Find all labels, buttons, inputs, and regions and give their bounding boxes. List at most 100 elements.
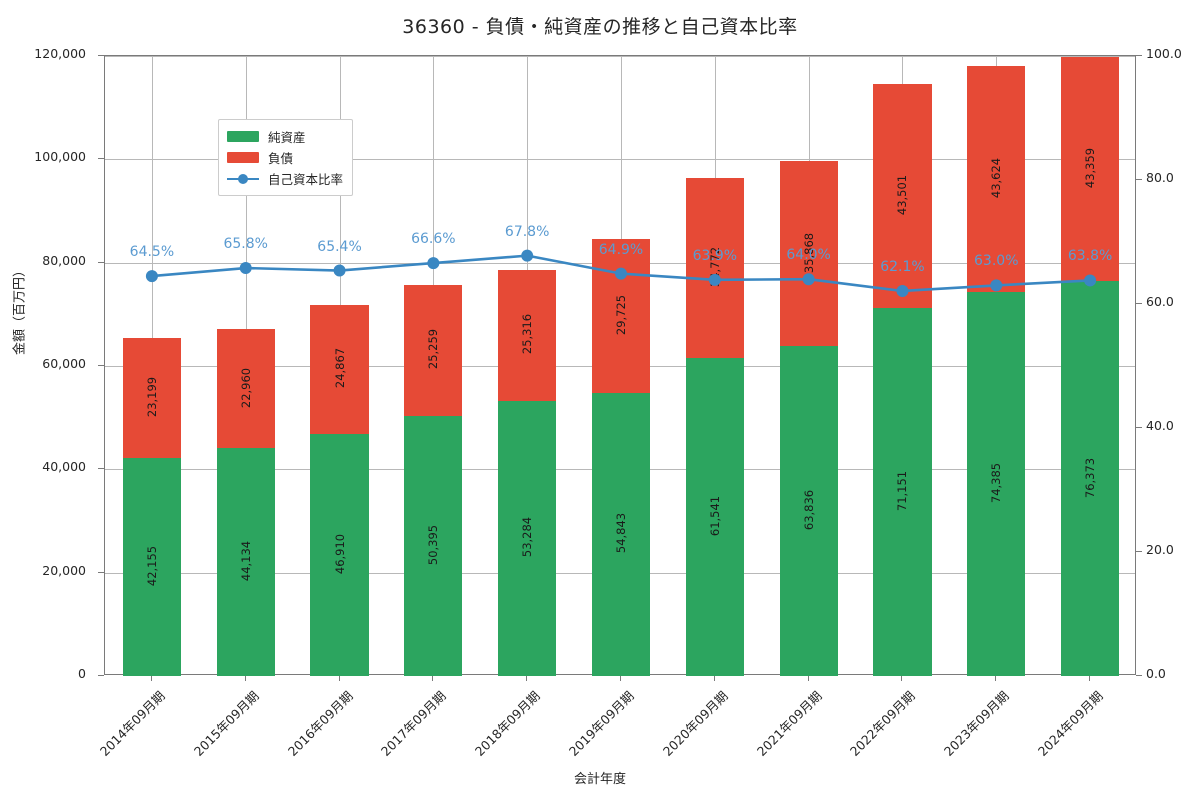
legend-item-label: 純資産	[268, 130, 306, 145]
ratio-data-point[interactable]	[1084, 274, 1097, 287]
ratio-value-label: 63.0%	[974, 253, 1019, 270]
y-axis-tickmark-left	[98, 158, 104, 160]
ratio-value-label: 62.1%	[880, 258, 925, 275]
bar-segment-equity[interactable]	[122, 458, 181, 676]
y-axis-tick-left: 60,000	[42, 356, 86, 371]
y-axis-tickmark-right	[1136, 55, 1142, 56]
ratio-value-label: 64.0%	[786, 247, 831, 264]
ratio-data-point[interactable]	[708, 273, 721, 286]
y-axis-tick-left: 0	[78, 666, 86, 681]
ratio-value-label: 65.4%	[317, 238, 362, 255]
bar-segment-liabilities[interactable]	[967, 66, 1026, 292]
x-axis-tickmark	[244, 675, 246, 681]
ratio-data-point[interactable]	[239, 262, 252, 275]
x-axis-tickmark	[432, 675, 434, 681]
bar-segment-equity[interactable]	[685, 358, 744, 676]
x-axis-tickmark	[807, 675, 809, 681]
legend-item[interactable]: 自己資本比率	[227, 168, 343, 189]
bar-segment-liabilities[interactable]	[498, 269, 557, 401]
bar-segment-equity[interactable]	[404, 415, 463, 676]
ratio-data-point[interactable]	[521, 249, 534, 262]
bar-segment-liabilities[interactable]	[685, 178, 744, 359]
y-axis-tick-right: 60.0	[1146, 294, 1174, 309]
x-axis-tickmark	[526, 675, 528, 681]
bar-segment-equity[interactable]	[591, 392, 651, 676]
bar-segment-liabilities[interactable]	[1061, 57, 1120, 282]
bar-segment-liabilities[interactable]	[591, 239, 651, 393]
bar-segment-liabilities[interactable]	[404, 285, 463, 416]
ratio-data-point[interactable]	[990, 279, 1003, 292]
x-axis-tick-label: 2024年09月期	[1034, 688, 1106, 759]
y-axis-tick-left: 40,000	[42, 459, 86, 475]
y-axis-tickmark-left	[98, 365, 104, 366]
bar-segment-equity[interactable]	[873, 308, 932, 676]
x-axis-tickmark	[713, 675, 715, 681]
legend-item-label: 自己資本比率	[268, 172, 344, 187]
x-axis-tick-label: 2014年09月期	[96, 688, 168, 759]
x-axis-tick-label: 2023年09月期	[941, 688, 1012, 759]
ratio-line-series	[145, 249, 1097, 297]
plot-area: 42,155 23,199 44,134 22,960 46,910 24,867 50,3…	[104, 55, 1136, 676]
bar-segment-equity[interactable]	[779, 346, 838, 676]
ratio-value-label: 67.8%	[504, 223, 550, 240]
legend-line-marker-icon	[227, 173, 259, 184]
x-axis-tick-label: 2020年09月期	[659, 688, 731, 759]
ratio-value-label: 64.9%	[598, 241, 644, 258]
x-axis-tick-label: 2019年09月期	[565, 688, 637, 759]
legend-item[interactable]: 純資産	[227, 126, 343, 147]
x-axis-tickmark	[150, 675, 152, 681]
legend-swatch-icon	[227, 131, 259, 142]
y-axis-tickmark-left	[98, 55, 104, 56]
legend-item[interactable]: 負債	[227, 147, 343, 168]
x-axis-tick-label: 2018年09月期	[472, 688, 543, 759]
ratio-data-point[interactable]	[145, 270, 158, 283]
x-axis-tickmark	[901, 675, 903, 681]
y-axis-tickmark-right	[1136, 427, 1142, 428]
y-axis-tickmark-left	[98, 675, 104, 676]
legend-item-label: 負債	[268, 151, 294, 166]
x-axis-tickmark	[1089, 675, 1091, 681]
y-axis-tickmark-left	[98, 261, 104, 263]
legend-swatch-icon	[227, 152, 259, 163]
gridline-horizontal	[105, 159, 1135, 161]
x-axis-tick-label: 2015年09月期	[190, 688, 262, 759]
y-axis-tickmark-right	[1136, 675, 1142, 676]
x-axis-tick-label: 2021年09月期	[753, 688, 825, 759]
ratio-data-point[interactable]	[333, 264, 346, 277]
x-axis-tick-label: 2022年09月期	[847, 688, 919, 759]
ratio-value-label: 63.9%	[692, 247, 738, 264]
x-axis-tick-label: 2017年09月期	[378, 688, 450, 759]
y-axis-tick-right: 0.0	[1146, 666, 1166, 681]
y-axis-tickmark-right	[1136, 303, 1142, 304]
ratio-data-point[interactable]	[615, 267, 627, 280]
bar-segment-liabilities[interactable]	[873, 83, 932, 309]
x-axis-tickmark	[995, 675, 997, 681]
bar-segment-liabilities[interactable]	[216, 329, 275, 448]
y-axis-tick-right: 20.0	[1146, 542, 1174, 557]
bar-segment-equity[interactable]	[216, 447, 275, 676]
y-axis-tick-right: 100.0	[1146, 46, 1182, 61]
bar-segment-equity[interactable]	[1061, 281, 1120, 676]
y-axis-tick-right: 40.0	[1146, 418, 1174, 433]
bar-segment-equity[interactable]	[310, 433, 369, 676]
bar-segment-liabilities[interactable]	[779, 160, 838, 347]
y-axis-tick-right: 80.0	[1146, 170, 1174, 185]
bar-segment-liabilities[interactable]	[122, 338, 181, 459]
bar-segment-equity[interactable]	[967, 291, 1026, 676]
y-axis-tick-left: 100,000	[34, 149, 86, 165]
ratio-data-point[interactable]	[802, 273, 815, 286]
y-axis-tick-left: 120,000	[34, 46, 86, 61]
y-axis-tick-left: 20,000	[42, 562, 86, 578]
x-axis-tickmark	[620, 675, 621, 681]
ratio-value-label: 64.5%	[129, 244, 175, 261]
ratio-value-label: 65.8%	[223, 236, 268, 253]
bar-segment-liabilities[interactable]	[310, 305, 369, 434]
y-axis-tickmark-left	[98, 571, 104, 573]
y-axis-tickmark-left	[98, 468, 104, 470]
page-title: 36360 - 負債・純資産の推移と自己資本比率	[402, 16, 798, 38]
ratio-data-point[interactable]	[896, 284, 909, 297]
ratio-data-point[interactable]	[427, 257, 440, 270]
bar-segment-equity[interactable]	[498, 400, 557, 676]
ratio-value-label: 66.6%	[411, 231, 456, 248]
